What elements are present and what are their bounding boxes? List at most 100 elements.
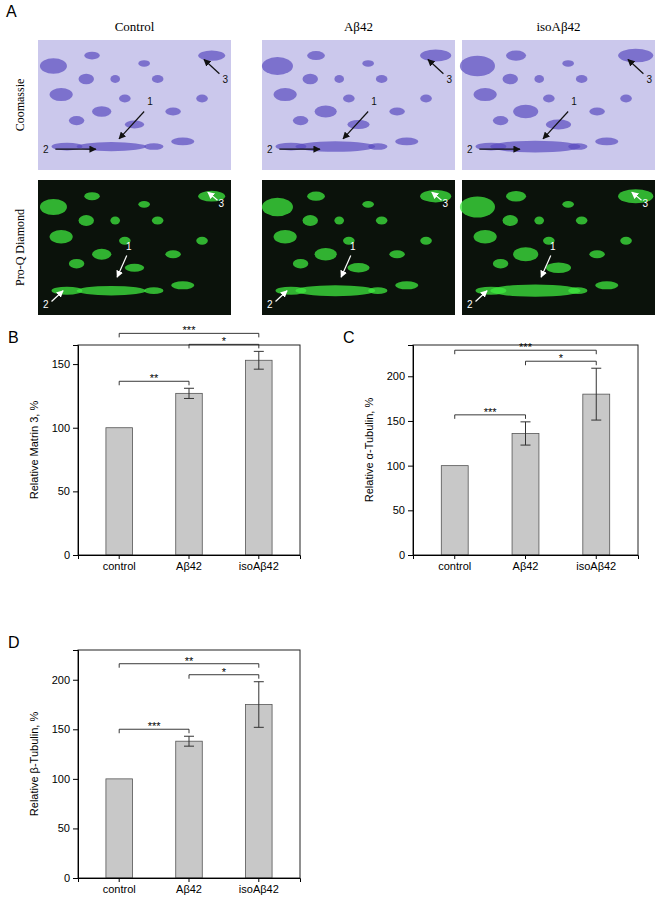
error-bar	[521, 422, 531, 445]
gel-spot	[474, 230, 497, 244]
gel-spot	[562, 60, 574, 67]
significance-label: ***	[183, 324, 197, 336]
gel-spot	[595, 138, 618, 146]
tick-mark	[408, 466, 413, 467]
tick-mark	[73, 428, 78, 429]
tick-label: Aβ42	[176, 883, 202, 895]
gel-arrow	[479, 149, 520, 150]
tick-mark	[73, 491, 78, 492]
tick-mark	[525, 555, 526, 559]
gel-spot	[79, 215, 94, 226]
tick-mark	[73, 779, 78, 780]
gel-arrow	[543, 112, 568, 139]
error-bar-line	[184, 736, 194, 737]
error-bar-line	[591, 420, 601, 421]
gel-spot	[493, 116, 508, 125]
arrow-label: 1	[147, 96, 153, 107]
x-tick: Aβ42	[513, 555, 539, 572]
significance-label: **	[150, 372, 159, 384]
x-tick: control	[103, 555, 136, 572]
x-tick: control	[103, 878, 136, 895]
gel-spot	[343, 95, 355, 103]
tick-label: isoAβ42	[239, 883, 279, 895]
x-tick: Aβ42	[176, 878, 202, 895]
error-bar-line	[591, 368, 601, 369]
axis-line	[408, 346, 414, 556]
panel-label: C	[343, 329, 355, 346]
row-title: Pro-Q Diamond	[13, 209, 27, 286]
y-tick: 0	[64, 872, 78, 884]
gel-spot	[420, 237, 432, 245]
gel-spot	[40, 199, 67, 215]
gel-spot	[576, 75, 588, 83]
gel-spot	[295, 141, 375, 151]
tick-mark	[258, 878, 259, 882]
gel-arrow	[628, 60, 643, 74]
panel-label: A	[6, 3, 17, 20]
panel-label: D	[8, 634, 20, 651]
gel-spot	[620, 237, 632, 245]
tick-mark	[189, 555, 190, 559]
gel-spot	[543, 95, 555, 103]
gel-spot	[420, 50, 451, 62]
gel-spot	[395, 281, 418, 289]
significance-label: *	[559, 352, 564, 364]
gel-spot	[595, 281, 618, 289]
plot-frame	[413, 345, 638, 555]
tick-mark	[73, 729, 78, 730]
gel-spot	[92, 106, 111, 116]
gel-arrow	[428, 60, 443, 74]
gel-spot	[620, 95, 632, 103]
tick-mark	[454, 555, 455, 559]
error-bar-line	[189, 736, 190, 746]
arrow-label: 1	[550, 241, 556, 252]
y-tick: 0	[64, 549, 78, 561]
gel-spot	[69, 259, 84, 268]
gel-spot	[576, 216, 588, 224]
y-tick: 200	[52, 674, 78, 686]
gel-arrow	[117, 256, 127, 278]
y-tick: 0	[399, 549, 413, 561]
error-bar	[254, 351, 264, 369]
error-bar-line	[521, 445, 531, 446]
error-bar-line	[184, 398, 194, 399]
gel-spot	[362, 60, 374, 67]
tick-mark	[408, 555, 413, 556]
gel-arrow	[343, 112, 368, 139]
y-tick: 50	[58, 822, 78, 834]
significance-label: ***	[148, 720, 162, 732]
tick-label: Aβ42	[176, 560, 202, 572]
bar-chart: B050100150controlAβ42isoAβ42Relative Mat…	[8, 324, 301, 571]
gel-background	[262, 180, 455, 315]
significance-label: ***	[484, 406, 498, 418]
gel-spot	[460, 196, 495, 217]
error-bar-line	[254, 681, 264, 682]
gel-spot	[84, 52, 99, 60]
gel-spot	[562, 201, 574, 208]
gel-spot	[303, 74, 318, 84]
error-bar-line	[254, 727, 264, 728]
gel-spot	[144, 287, 163, 294]
gel-spot	[506, 191, 526, 202]
tick-label: 50	[58, 485, 70, 497]
y-tick: 150	[52, 358, 78, 370]
x-tick: Aβ42	[176, 555, 202, 572]
tick-mark	[408, 510, 413, 511]
bar-chart: C050100150200controlAβ42isoAβ42Relative …	[343, 329, 639, 572]
tick-label: 50	[58, 822, 70, 834]
tick-mark	[119, 878, 120, 882]
tick-label: 0	[64, 872, 70, 884]
y-tick: 200	[387, 370, 413, 382]
y-axis: 050100150200	[387, 346, 414, 562]
tick-label: Aβ42	[513, 560, 539, 572]
tick-label: 150	[52, 358, 70, 370]
y-axis-title: Relative α-Tubulin, %	[363, 398, 375, 503]
gel-spot	[493, 259, 508, 268]
x-axis: controlAβ42isoAβ42	[79, 555, 301, 572]
bar	[246, 705, 273, 878]
tick-label: control	[103, 560, 136, 572]
gel-arrow	[476, 291, 488, 302]
gel-spot	[171, 138, 194, 146]
gel-spot	[262, 57, 293, 75]
gel-spot	[110, 216, 120, 224]
